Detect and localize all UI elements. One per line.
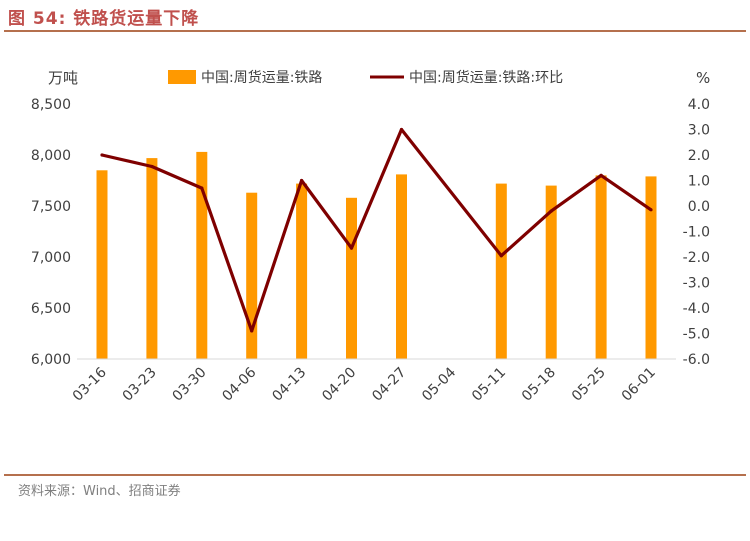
legend-bar-label: 中国:周货运量:铁路 [201,69,322,86]
right-axis-ticks: -6.0 -5.0 -4.0 -3.0 -2.0 -1.0 0.0 1.0 2.0 3.0 4.0 [683,97,710,368]
left-tick-label: 7,500 [31,199,71,215]
line-point-04-13 [300,178,304,183]
figure-title: 图 54: 铁路货运量下降 [8,9,200,29]
x-tick-label: 04-06 [219,364,259,404]
x-tick-label: 04-13 [269,365,309,405]
line-point-06-01 [649,208,653,212]
bar-04-13 [296,183,308,359]
left-tick-label: 6,500 [31,301,71,317]
x-tick-label: 04-20 [319,365,359,405]
right-tick-label: -3.0 [683,276,710,292]
combo-chart: 万吨 % 中国:周货运量:铁路 中国:周货运量:铁路:环比 6,000 6,500… [31,69,710,405]
right-tick-label: 3.0 [688,123,710,139]
x-tick-label: 05-25 [569,365,609,405]
bar-06-01 [645,176,657,359]
x-axis-ticks: 03-16 03-23 03-30 04-06 04-13 04-20 04-27 05-04… [70,364,659,404]
left-axis-unit: 万吨 [48,69,78,87]
left-tick-label: 7,000 [31,250,71,266]
x-tick-label: 05-04 [419,364,459,404]
right-tick-label: -6.0 [683,352,710,368]
line-series [100,127,653,333]
right-tick-label: 2.0 [688,148,710,164]
line-point-05-11 [499,254,503,258]
right-tick-label: -2.0 [683,250,710,266]
left-tick-label: 8,500 [31,97,71,113]
right-tick-label: 0.0 [688,199,710,215]
x-tick-label: 03-30 [170,365,210,405]
bar-04-06 [246,192,258,359]
legend-bar-swatch [168,70,196,84]
right-tick-label: -1.0 [683,225,710,241]
line-path [101,127,652,333]
bar-05-18 [545,185,557,359]
right-tick-label: 4.0 [688,97,710,113]
right-tick-label: -5.0 [683,327,710,343]
line-point-05-25 [599,173,603,177]
x-tick-label: 05-11 [469,365,509,405]
x-tick-label: 06-01 [619,365,659,405]
left-axis-ticks: 6,000 6,500 7,000 7,500 8,000 8,500 [31,97,71,368]
x-tick-label: 03-16 [70,364,110,404]
bar-03-23 [146,158,158,359]
line-point-04-06 [250,329,254,333]
line-point-04-20 [349,246,354,250]
top-divider [4,30,746,32]
x-tick-label: 05-18 [519,365,559,405]
line-point-03-23 [150,164,154,169]
bottom-divider [4,474,746,476]
bar-04-20 [346,197,357,359]
line-point-03-16 [100,153,104,157]
right-tick-label: 1.0 [688,174,710,190]
line-point-04-27 [399,127,404,132]
bar-05-25 [595,175,607,359]
bar-05-11 [495,183,507,359]
line-point-05-18 [549,209,553,213]
right-tick-label: -4.0 [683,301,710,317]
left-tick-label: 8,000 [31,148,71,164]
line-point-03-30 [200,186,204,190]
bar-03-16 [96,170,108,359]
legend-line-label: 中国:周货运量:铁路:环比 [409,69,563,86]
bar-series [96,151,657,359]
x-tick-label: 03-23 [120,365,160,405]
bar-04-27 [396,174,407,359]
legend: 中国:周货运量:铁路 中国:周货运量:铁路:环比 [168,69,563,86]
right-axis-unit: % [696,69,710,87]
source-note: 资料来源：Wind、招商证券 [18,484,181,499]
left-tick-label: 6,000 [31,352,71,368]
x-tick-label: 04-27 [369,365,409,405]
bar-03-30 [196,151,208,359]
